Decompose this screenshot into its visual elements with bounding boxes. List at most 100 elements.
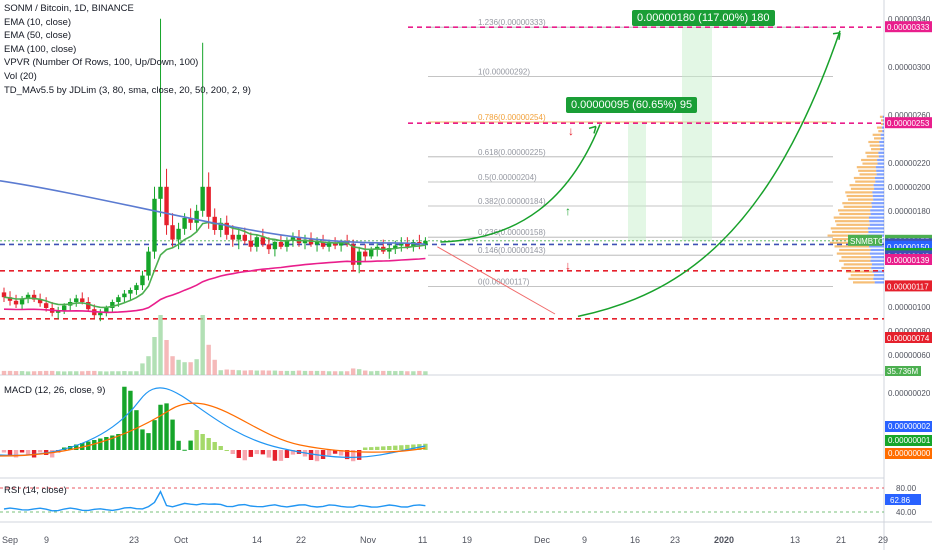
volume-bar xyxy=(326,371,332,375)
candle-body xyxy=(375,246,380,250)
vpvr-bar xyxy=(866,155,879,158)
time-axis-label: 16 xyxy=(630,535,640,545)
candle-body xyxy=(218,222,223,230)
vpvr-bar xyxy=(878,130,883,133)
candle-body xyxy=(278,242,284,247)
volume-bar xyxy=(128,371,133,375)
candle-body xyxy=(116,297,121,302)
vpvr-bar xyxy=(835,220,870,223)
time-axis-label: 14 xyxy=(252,535,262,545)
vpvr-bar xyxy=(853,176,875,180)
candle-body xyxy=(152,198,157,252)
vpvr-bar xyxy=(850,274,875,277)
rsi-pane-label[interactable]: RSI (14, close) xyxy=(4,485,67,496)
volume-bar xyxy=(110,371,115,375)
candle-body xyxy=(266,244,272,250)
macd-scale-label: 0.00000001 xyxy=(888,436,931,445)
candle-body xyxy=(86,302,91,310)
candle-body xyxy=(13,300,19,305)
study-ema10[interactable]: EMA (10, close) xyxy=(4,16,72,28)
volume-bar xyxy=(338,371,344,375)
symbol-title[interactable]: SONM / Bitcoin, 1D, BINANCE xyxy=(4,3,134,14)
macd-pane-label[interactable]: MACD (12, 26, close, 9) xyxy=(4,385,106,396)
macd-histogram-bar xyxy=(254,450,260,455)
candle-body xyxy=(320,242,326,247)
candle-body xyxy=(164,186,169,226)
candle-body xyxy=(146,251,151,276)
vpvr-bar xyxy=(871,148,881,151)
macd-histogram-bar xyxy=(248,450,254,457)
macd-histogram-bar xyxy=(350,450,356,462)
time-axis-label: 11 xyxy=(418,535,427,545)
volume-bar xyxy=(375,370,380,375)
price-scale-label: 0.00000253 xyxy=(887,119,930,128)
volume-bar xyxy=(86,370,91,375)
chart-legend: SONM / Bitcoin, 1D, BINANCE EMA (10, clo… xyxy=(4,2,251,97)
macd-histogram-bar xyxy=(272,450,278,461)
price-scale-badge xyxy=(885,254,932,265)
macd-histogram-bar xyxy=(146,433,151,450)
candle-body xyxy=(80,298,85,302)
volume-bar xyxy=(272,370,278,375)
vpvr-bar xyxy=(874,187,884,190)
macd-histogram-bar xyxy=(206,438,211,450)
volume-bar xyxy=(248,370,254,375)
macd-histogram-bar xyxy=(176,440,181,450)
symbol-badge: SNMBTC xyxy=(850,237,884,246)
study-ema50[interactable]: EMA (50, close) xyxy=(4,30,72,42)
volume-bar xyxy=(152,337,157,375)
fib-level-label: 0.618(0.00000225) xyxy=(478,148,546,157)
macd-histogram-bar xyxy=(393,445,398,450)
volume-bar xyxy=(369,371,374,375)
macd-histogram-bar xyxy=(200,434,205,450)
vpvr-bar xyxy=(881,122,884,126)
time-axis-label: 9 xyxy=(582,535,587,545)
target1-callout[interactable]: 0.00000095 (60.65%) 95 xyxy=(566,97,698,113)
macd-histogram-bar xyxy=(363,447,368,450)
price-scale-badge xyxy=(885,21,932,33)
rsi-value-badge xyxy=(885,494,921,505)
volume-bar xyxy=(62,371,67,375)
vpvr-bar xyxy=(868,216,884,219)
price-scale-label: 0.00000074 xyxy=(887,334,930,343)
candle-body xyxy=(356,251,362,265)
vpvr-bar xyxy=(841,266,872,270)
vpvr-bar xyxy=(838,209,871,212)
vpvr-bar xyxy=(869,144,880,147)
volume-bar xyxy=(302,370,308,375)
vpvr-bar xyxy=(839,259,871,262)
candle-body xyxy=(242,234,247,241)
price-tick-label: 0.00000080 xyxy=(888,327,931,336)
arrow-down-icon: ↓ xyxy=(568,124,574,138)
macd-histogram-bar xyxy=(164,403,169,450)
study-volume[interactable]: Vol (20) xyxy=(4,70,37,82)
macd-histogram-bar xyxy=(19,450,25,453)
fib-level-label: 0(0.00000117) xyxy=(478,277,530,286)
vpvr-bar xyxy=(827,234,868,237)
volume-bar xyxy=(134,371,139,375)
vpvr-bar xyxy=(836,252,870,255)
macd-histogram-bar xyxy=(1,450,7,453)
price-tick-label: 0.00000220 xyxy=(888,159,931,168)
volume-bar xyxy=(350,368,356,375)
study-ema100[interactable]: EMA (100, close) xyxy=(4,43,77,55)
vpvr-bar xyxy=(874,281,884,284)
time-axis-label: 19 xyxy=(462,535,472,545)
volume-bar xyxy=(230,369,235,375)
macd-histogram-bar xyxy=(290,450,296,455)
price-scale-badge xyxy=(885,117,932,129)
arrow-up-icon: ↑ xyxy=(565,204,571,218)
macd-histogram-bar xyxy=(194,430,199,450)
vpvr-bar xyxy=(834,245,870,248)
time-axis-label: Nov xyxy=(360,535,377,545)
volume-bar xyxy=(116,371,121,375)
arrow-head-icon xyxy=(588,125,597,134)
study-td-mav[interactable]: TD_MAv5.5 by JDLim (3, 80, sma, close, 2… xyxy=(4,84,251,96)
study-vpvr[interactable]: VPVR (Number Of Rows, 100, Up/Down, 100) xyxy=(4,57,199,69)
target2-callout[interactable]: 0.00000180 (117.00%) 180 xyxy=(632,10,775,26)
price-tick-label: 0.00000180 xyxy=(888,207,931,216)
volume-bar xyxy=(266,370,272,375)
vpvr-bar xyxy=(872,270,884,273)
vpvr-bar xyxy=(881,119,884,122)
